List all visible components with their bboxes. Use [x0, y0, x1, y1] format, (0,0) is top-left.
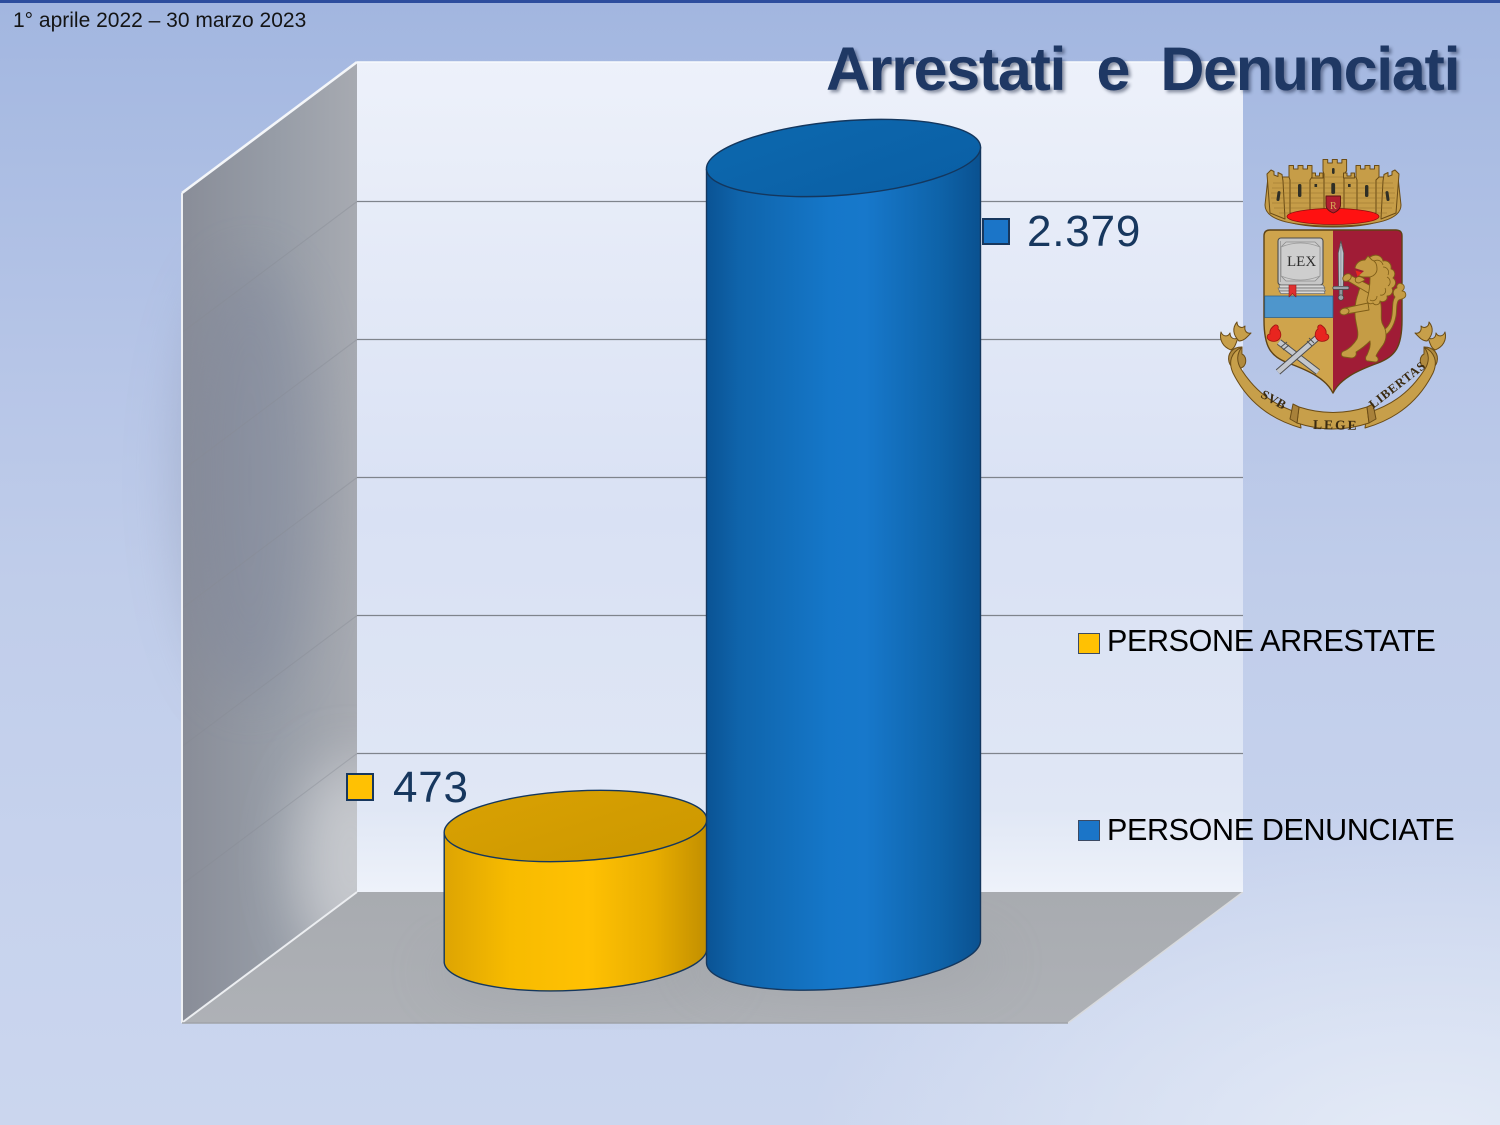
svg-text:LEGE: LEGE: [1313, 417, 1359, 433]
svg-text:LEX: LEX: [1287, 254, 1316, 270]
svg-text:R: R: [1330, 201, 1337, 212]
